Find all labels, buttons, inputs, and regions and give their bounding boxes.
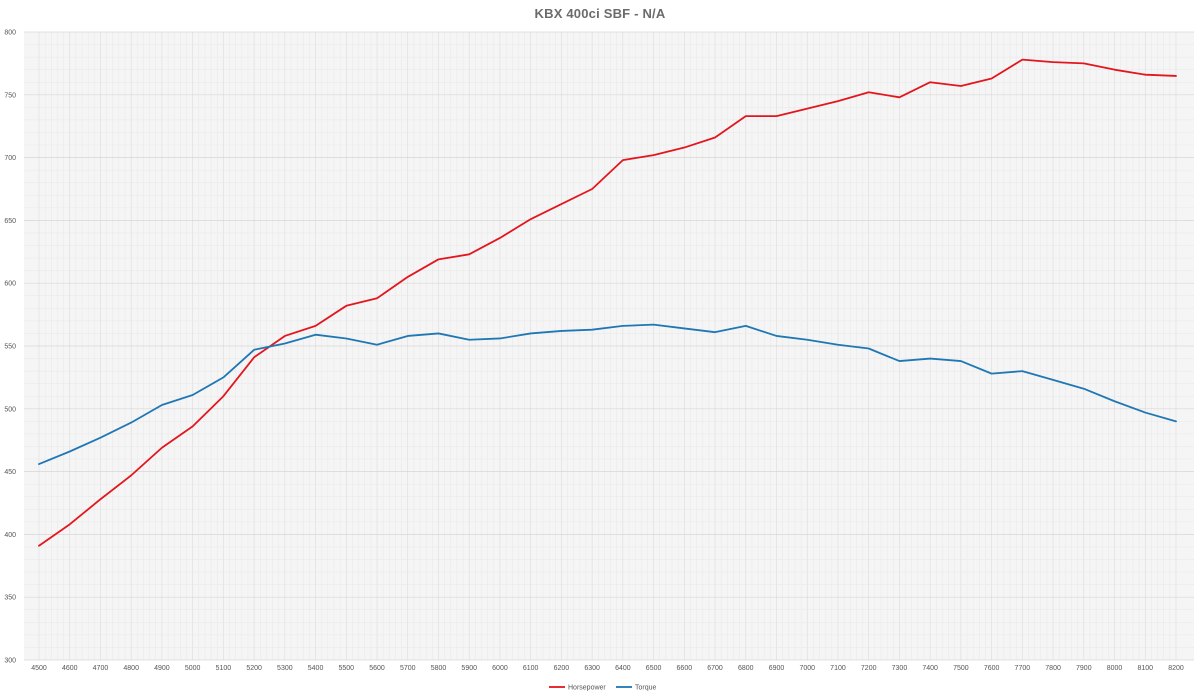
- x-tick-label: 5400: [308, 665, 324, 672]
- x-tick-label: 5700: [400, 665, 416, 672]
- x-tick-label: 5500: [339, 665, 355, 672]
- x-tick-label: 6600: [677, 665, 693, 672]
- x-tick-label: 5600: [369, 665, 385, 672]
- x-tick-label: 7200: [861, 665, 877, 672]
- legend: Horsepower Torque: [549, 685, 657, 692]
- y-tick-label: 800: [4, 30, 16, 37]
- x-tick-label: 7800: [1045, 665, 1061, 672]
- x-tick-label: 5900: [461, 665, 477, 672]
- x-tick-label: 4700: [93, 665, 109, 672]
- chart-title: KBX 400ci SBF - N/A: [534, 6, 666, 21]
- x-tick-label: 4800: [123, 665, 139, 672]
- x-tick-label: 6200: [554, 665, 570, 672]
- x-tick-label: 7900: [1076, 665, 1092, 672]
- x-tick-label: 5300: [277, 665, 293, 672]
- x-tick-label: 8100: [1137, 665, 1153, 672]
- series-layer: [38, 58, 1177, 547]
- x-tick-label: 8200: [1168, 665, 1184, 672]
- x-tick-label: 8000: [1107, 665, 1123, 672]
- series-line-horsepower: [38, 58, 1177, 547]
- x-tick-label: 5100: [216, 665, 232, 672]
- x-tick-label: 7000: [799, 665, 815, 672]
- x-tick-label: 6500: [646, 665, 662, 672]
- legend-label-torque: Torque: [635, 685, 657, 692]
- x-tick-label: 7500: [953, 665, 969, 672]
- axis-layer: 300 350 400 450 500 550 600 650 700 750 800 4500 460…: [4, 30, 1184, 673]
- y-tick-label: 550: [4, 344, 16, 351]
- x-tick-label: 6700: [707, 665, 723, 672]
- x-tick-label: 7100: [830, 665, 846, 672]
- x-tick-label: 5800: [431, 665, 447, 672]
- x-tick-label: 7300: [892, 665, 908, 672]
- x-tick-label: 6900: [769, 665, 785, 672]
- y-tick-label: 400: [4, 532, 16, 539]
- x-tick-label: 6300: [584, 665, 600, 672]
- x-tick-label: 7600: [984, 665, 1000, 672]
- x-tick-label: 7400: [922, 665, 938, 672]
- grid-layer: [24, 31, 1194, 661]
- x-tick-label: 6100: [523, 665, 539, 672]
- x-tick-label: 6000: [492, 665, 508, 672]
- x-tick-label: 4900: [154, 665, 170, 672]
- x-tick-label: 5200: [246, 665, 262, 672]
- series-line-torque: [38, 323, 1177, 465]
- y-tick-label: 500: [4, 406, 16, 413]
- y-tick-label: 350: [4, 595, 16, 602]
- x-tick-label: 7700: [1015, 665, 1031, 672]
- y-tick-label: 750: [4, 92, 16, 99]
- legend-label-horsepower: Horsepower: [568, 685, 606, 692]
- y-tick-label: 650: [4, 218, 16, 225]
- x-tick-label: 6400: [615, 665, 631, 672]
- x-tick-label: 6800: [738, 665, 754, 672]
- x-tick-label: 5000: [185, 665, 201, 672]
- y-tick-label: 600: [4, 281, 16, 288]
- x-tick-label: 4500: [31, 665, 47, 672]
- y-tick-label: 300: [4, 658, 16, 665]
- y-tick-label: 700: [4, 155, 16, 162]
- x-tick-label: 4600: [62, 665, 78, 672]
- y-tick-label: 450: [4, 469, 16, 476]
